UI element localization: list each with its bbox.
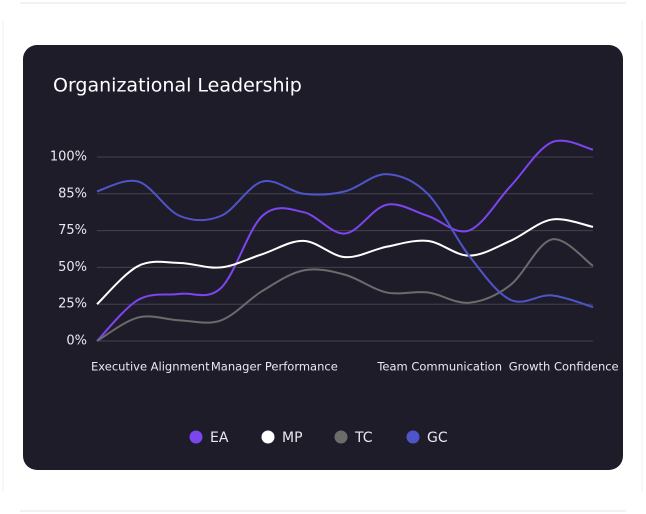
y-tick-label: 25% xyxy=(58,297,87,312)
legend-marker xyxy=(261,430,275,444)
y-tick-label: 0% xyxy=(66,334,87,349)
legend-label: EA xyxy=(210,430,229,446)
plot: 0% 25% 50% 75% 85% 100% Executive Alignment Man… xyxy=(50,139,619,446)
x-tick-label: Manager Performance xyxy=(211,360,338,374)
series-line xyxy=(96,238,594,342)
legend-marker xyxy=(406,430,420,444)
y-tick-label: 100% xyxy=(50,150,87,165)
x-tick-label: Growth Confidence xyxy=(509,360,619,374)
legend-label: MP xyxy=(282,430,303,446)
chart-title: Organizational Leadership xyxy=(53,75,302,97)
y-tick-label: 50% xyxy=(58,260,87,275)
x-tick-label: Executive Alignment xyxy=(91,360,210,374)
card xyxy=(23,45,623,470)
legend-label: GC xyxy=(427,430,448,446)
x-tick-label: Team Communication xyxy=(376,360,502,374)
legend-label: TC xyxy=(354,430,373,446)
y-tick-label: 85% xyxy=(58,186,87,201)
legend-marker xyxy=(334,430,348,444)
series-line xyxy=(96,173,594,309)
y-tick-label: 75% xyxy=(58,223,87,238)
series-line xyxy=(96,139,594,342)
legend-marker xyxy=(189,430,203,444)
series-line xyxy=(96,218,594,305)
